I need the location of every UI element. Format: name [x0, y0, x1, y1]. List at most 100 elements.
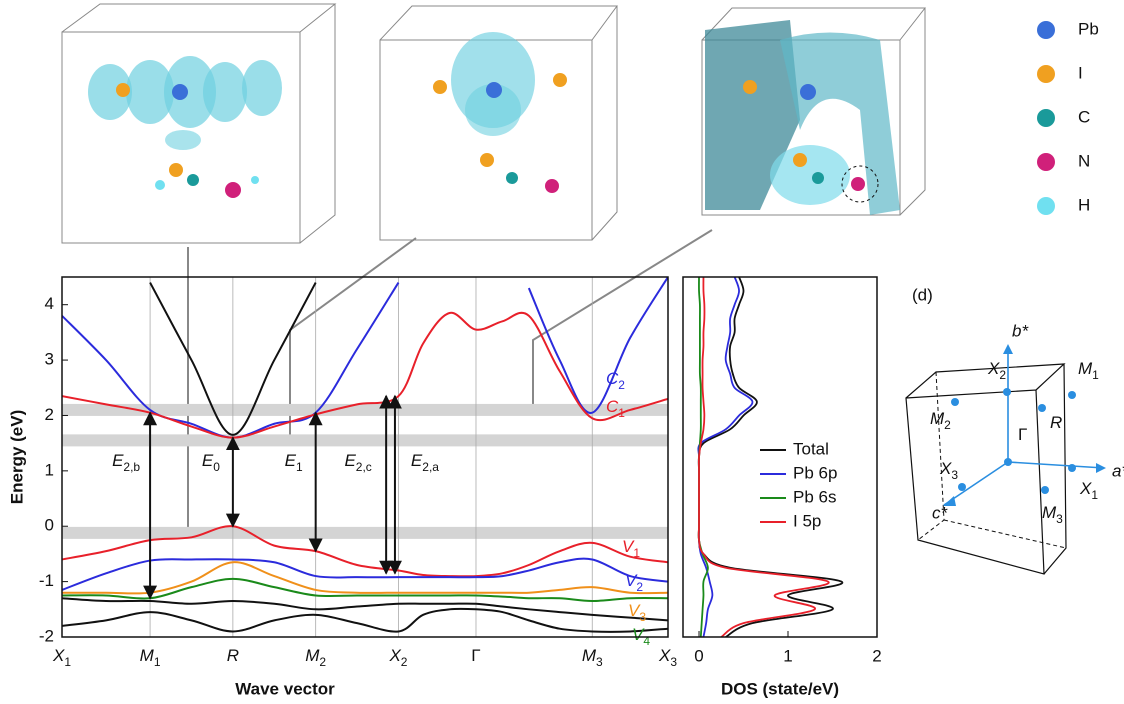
atom-swatch	[1037, 197, 1055, 215]
legend-label: Pb 6s	[793, 487, 836, 506]
bz-point	[1041, 486, 1049, 494]
x-tick-label-text: R	[227, 646, 239, 665]
band-label-sub: 1	[618, 406, 625, 420]
bz-point	[1068, 464, 1076, 472]
bz-point-label-sub: 2	[999, 368, 1006, 382]
transition-label-text: E	[285, 451, 297, 470]
x-tick-label: M1	[140, 646, 161, 669]
band-label-text: C	[606, 369, 619, 388]
band-label: V3	[628, 601, 646, 624]
band-line	[62, 598, 668, 620]
legend-label: Pb 6p	[793, 463, 837, 482]
x-tick-label: X3	[658, 646, 677, 669]
bz-point-label: Γ	[1018, 425, 1027, 444]
transition-label: E2,a	[411, 451, 439, 474]
x-tick-label-text: X	[388, 646, 401, 665]
band-label-sub: 3	[639, 610, 646, 624]
y-tick-label: 1	[45, 460, 54, 479]
atom-label: H	[1078, 195, 1090, 214]
figure: (d) X1M1RM2X2ΓM3X3-2-101234C2C1V1V2V3V4E…	[0, 0, 1124, 704]
bz-axis	[1008, 462, 1104, 468]
x-tick-label-text: Γ	[471, 646, 480, 665]
x-tick-label: 2	[872, 646, 881, 665]
transition-label-text: E	[344, 451, 356, 470]
bz-point-label: X2	[987, 359, 1006, 382]
bz-point-label-sub: 1	[1092, 368, 1099, 382]
y-tick-label: 4	[45, 294, 54, 313]
structure-panel-1	[62, 4, 335, 243]
x-tick-label-sub: 2	[319, 655, 326, 669]
bz-point-label-text: M	[1042, 503, 1057, 522]
y-tick-label: -2	[39, 626, 54, 645]
y-axis-title: Energy (eV)	[7, 410, 26, 504]
transition-label-text: E	[202, 451, 214, 470]
atom-swatch	[1037, 109, 1055, 127]
legend-label: I 5p	[793, 511, 821, 530]
band-label: V2	[625, 571, 643, 594]
x-tick-label-text: M	[140, 646, 155, 665]
atom-swatch	[1037, 21, 1055, 39]
x-tick-label-text: M	[582, 646, 597, 665]
x-tick-label-text: M	[305, 646, 320, 665]
bz-point	[958, 483, 966, 491]
atom-label: C	[1078, 107, 1090, 126]
transition-label-text: E	[411, 451, 423, 470]
x-tick-label-sub: 3	[670, 655, 677, 669]
plot-frame	[62, 277, 668, 637]
atom-swatch	[1037, 153, 1055, 171]
y-tick-label: 0	[45, 516, 54, 535]
x-tick-label: M3	[582, 646, 603, 669]
band-line	[62, 559, 668, 590]
bz-point-label: X1	[1079, 479, 1098, 502]
x-tick-label-sub: 3	[596, 655, 603, 669]
x-tick-label-sub: 1	[154, 655, 161, 669]
bz-point-label-sub: 2	[944, 418, 951, 432]
bz-point-label: R	[1050, 413, 1062, 432]
atom-label: I	[1078, 63, 1083, 82]
band-label-sub: 1	[633, 546, 640, 560]
x-tick-label: X1	[52, 646, 71, 669]
legend-label: Total	[793, 439, 829, 458]
x-tick-label-text: X	[658, 646, 671, 665]
structure-panel-2	[380, 6, 617, 240]
bz-point-label-text: R	[1050, 413, 1062, 432]
bz-point-label-text: M	[930, 409, 945, 428]
x-tick-label-sub: 2	[401, 655, 408, 669]
y-tick-label: 2	[45, 405, 54, 424]
bz-axis-label: a*	[1112, 461, 1124, 480]
bz-point	[1003, 388, 1011, 396]
band-line	[62, 609, 668, 632]
bz-point	[1038, 404, 1046, 412]
bz-point	[951, 398, 959, 406]
bz-point-label: M3	[1042, 503, 1063, 526]
atom-swatch	[1037, 65, 1055, 83]
x-tick-label: Γ	[471, 646, 480, 665]
panel-label: (d)	[912, 285, 933, 304]
transition-label-sub: 1	[296, 460, 303, 474]
transition-label-text: E	[112, 451, 124, 470]
x-tick-label-text: X	[52, 646, 65, 665]
x-tick-label: R	[227, 646, 239, 665]
band-line	[62, 313, 668, 438]
x-tick-label: 1	[783, 646, 792, 665]
band-label-text: C	[606, 397, 619, 416]
bz-point-label-text: X	[1079, 479, 1092, 498]
dos-line	[698, 277, 752, 637]
bz-point-label-sub: 3	[951, 468, 958, 482]
bz-axis-label: b*	[1012, 321, 1029, 340]
bz-point-label-sub: 3	[1056, 512, 1063, 526]
bz-point-label-text: X	[987, 359, 1000, 378]
atom-label: N	[1078, 151, 1090, 170]
transition-label-sub: 2,b	[123, 460, 140, 474]
x-tick-label: M2	[305, 646, 326, 669]
transition-label: E2,c	[344, 451, 371, 474]
highlight-band	[62, 527, 668, 539]
x-axis-title: Wave vector	[235, 679, 335, 698]
bz-point	[1004, 458, 1012, 466]
band-label-sub: 2	[618, 378, 625, 392]
x-axis-title: DOS (state/eV)	[721, 679, 839, 698]
transition-label-sub: 0	[213, 460, 220, 474]
band-label-sub: 2	[636, 580, 643, 594]
highlight-band	[62, 434, 668, 446]
bz-point-label: M2	[930, 409, 951, 432]
